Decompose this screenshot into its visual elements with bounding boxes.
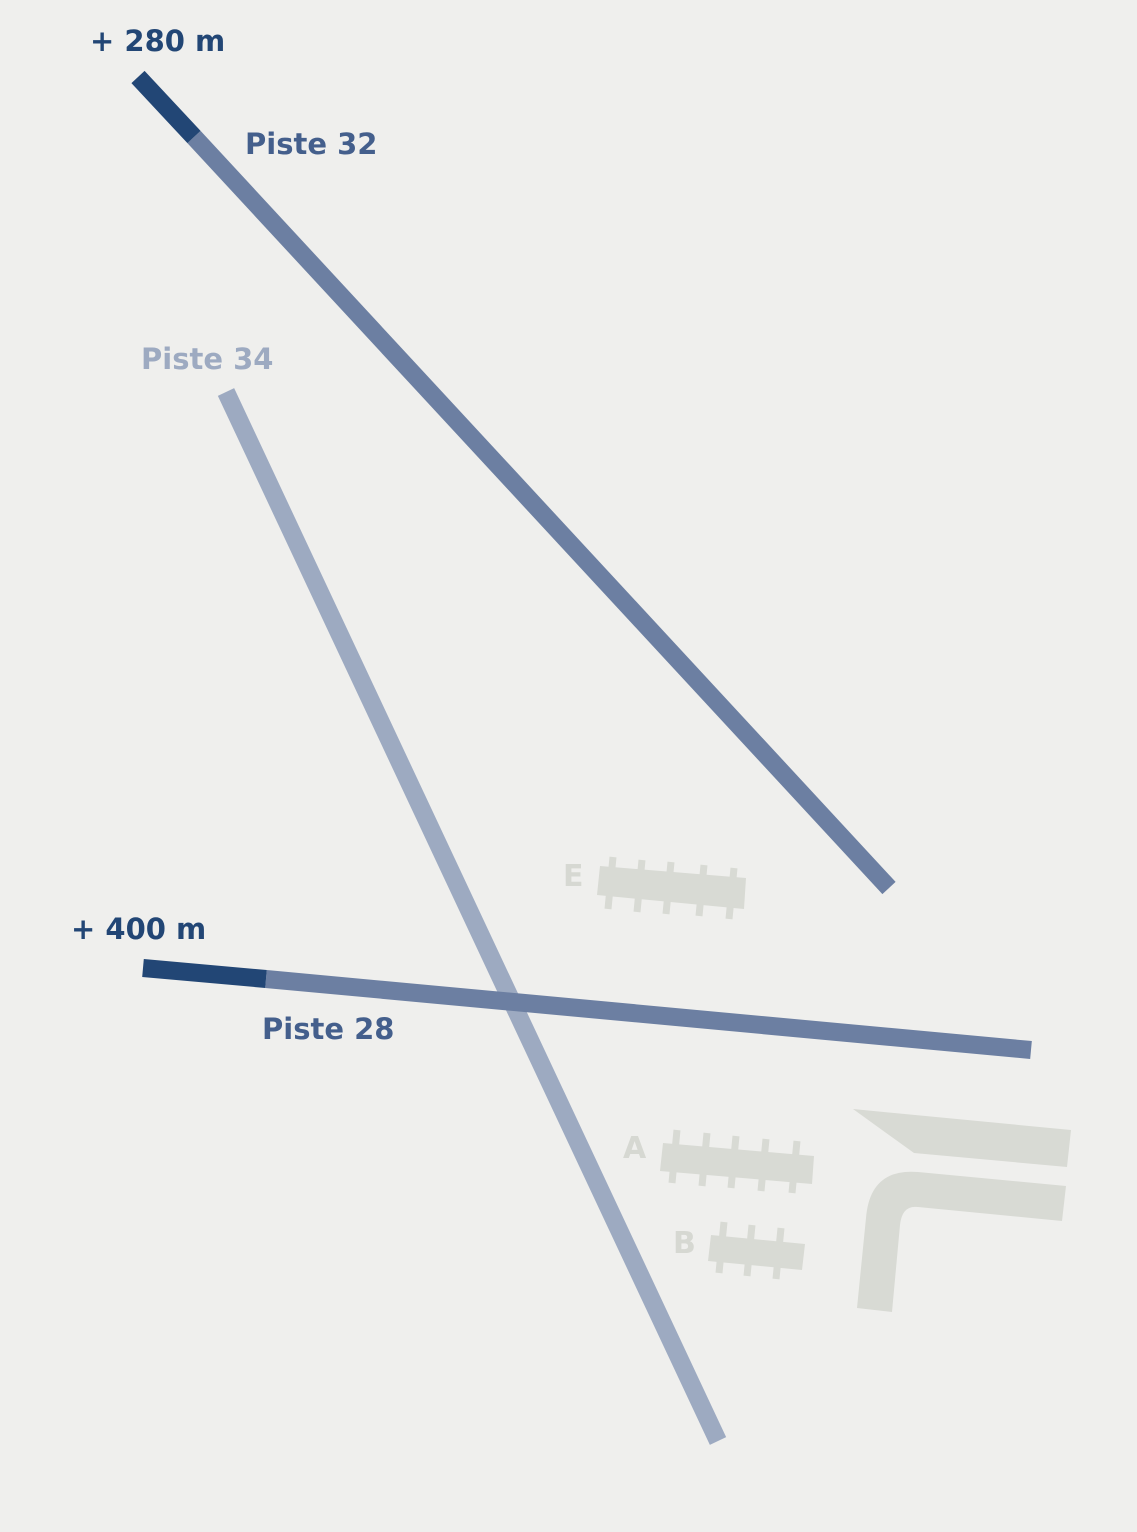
- terminal-a-gates: [668, 1129, 801, 1194]
- terminal-b-label: B: [673, 1226, 696, 1261]
- runway-piste-32-label: Piste 32: [245, 127, 377, 161]
- terminal-main-building: [853, 1109, 1071, 1167]
- runway-piste-28-label: Piste 28: [262, 1012, 394, 1046]
- runway-piste-28-extension-label: + 400 m: [71, 912, 206, 946]
- terminal-a-label: A: [623, 1131, 647, 1166]
- runway-piste-32-extension: [131, 70, 201, 144]
- runway-piste-34-strip: [217, 388, 727, 1445]
- terminal-connector: [857, 1171, 1066, 1312]
- terminal-e-label: E: [563, 859, 584, 894]
- runway-piste-34: Piste 34: [141, 342, 727, 1445]
- runway-piste-32-extension-label: + 280 m: [90, 24, 225, 58]
- runway-piste-32-strip: [187, 130, 896, 895]
- terminal-a-pier: [660, 1143, 814, 1184]
- terminal-e: E: [563, 856, 746, 920]
- runway-piste-28-strip: [265, 970, 1032, 1059]
- runway-piste-32: + 280 m Piste 32: [90, 24, 896, 895]
- terminal-b-gates: [715, 1221, 785, 1280]
- terminal-e-gates: [604, 856, 738, 920]
- runway-piste-28: + 400 m Piste 28: [71, 912, 1032, 1059]
- terminal-complex: A B: [623, 1109, 1071, 1312]
- runway-piste-34-label: Piste 34: [141, 342, 273, 376]
- runway-piste-28-extension: [142, 959, 267, 988]
